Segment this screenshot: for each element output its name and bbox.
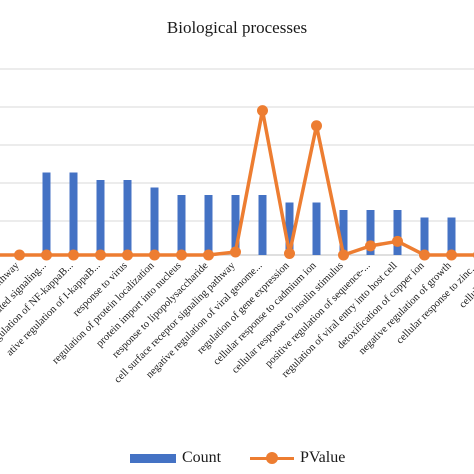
count-bars (42, 172, 456, 255)
pvalue-point (95, 249, 106, 261)
count-bar (204, 195, 213, 255)
count-bar (150, 187, 159, 255)
count-bar (339, 210, 348, 255)
count-bar (285, 202, 294, 255)
pvalue-point (392, 235, 403, 247)
pvalue-legend-swatch (250, 451, 294, 465)
count-bar (69, 172, 78, 255)
count-bar (393, 210, 402, 255)
pvalue-point (446, 249, 457, 261)
pvalue-legend-label: PValue (300, 449, 346, 466)
count-bar (42, 172, 51, 255)
pvalue-point (14, 249, 25, 261)
pvalue-point (365, 240, 376, 252)
pvalue-point (257, 105, 268, 117)
pvalue-point (311, 120, 322, 132)
pvalue-point (203, 249, 214, 261)
count-legend-swatch (130, 453, 176, 463)
count-legend-label: Count (182, 449, 222, 466)
count-bar (312, 202, 321, 255)
count-bar (447, 217, 456, 255)
pvalue-point (176, 249, 187, 261)
count-bar (258, 195, 267, 255)
pvalue-point (41, 249, 52, 261)
count-bar (366, 210, 375, 255)
count-bar (96, 180, 105, 255)
pvalue-point (149, 249, 160, 261)
count-bar (231, 195, 240, 255)
count-bar (420, 217, 429, 255)
legend-pvalue: PValue (250, 446, 345, 470)
chart-title: Biological processes (166, 18, 308, 37)
pvalue-point (230, 246, 241, 258)
count-bar (177, 195, 186, 255)
pvalue-point (338, 249, 349, 261)
pvalue-point (68, 249, 79, 261)
pvalue-point (419, 249, 430, 261)
pvalue-point (284, 247, 295, 259)
pvalue-point (122, 249, 133, 261)
count-bar (123, 180, 132, 255)
pvalue-line (0, 105, 474, 261)
legend-count: Count (130, 446, 221, 470)
